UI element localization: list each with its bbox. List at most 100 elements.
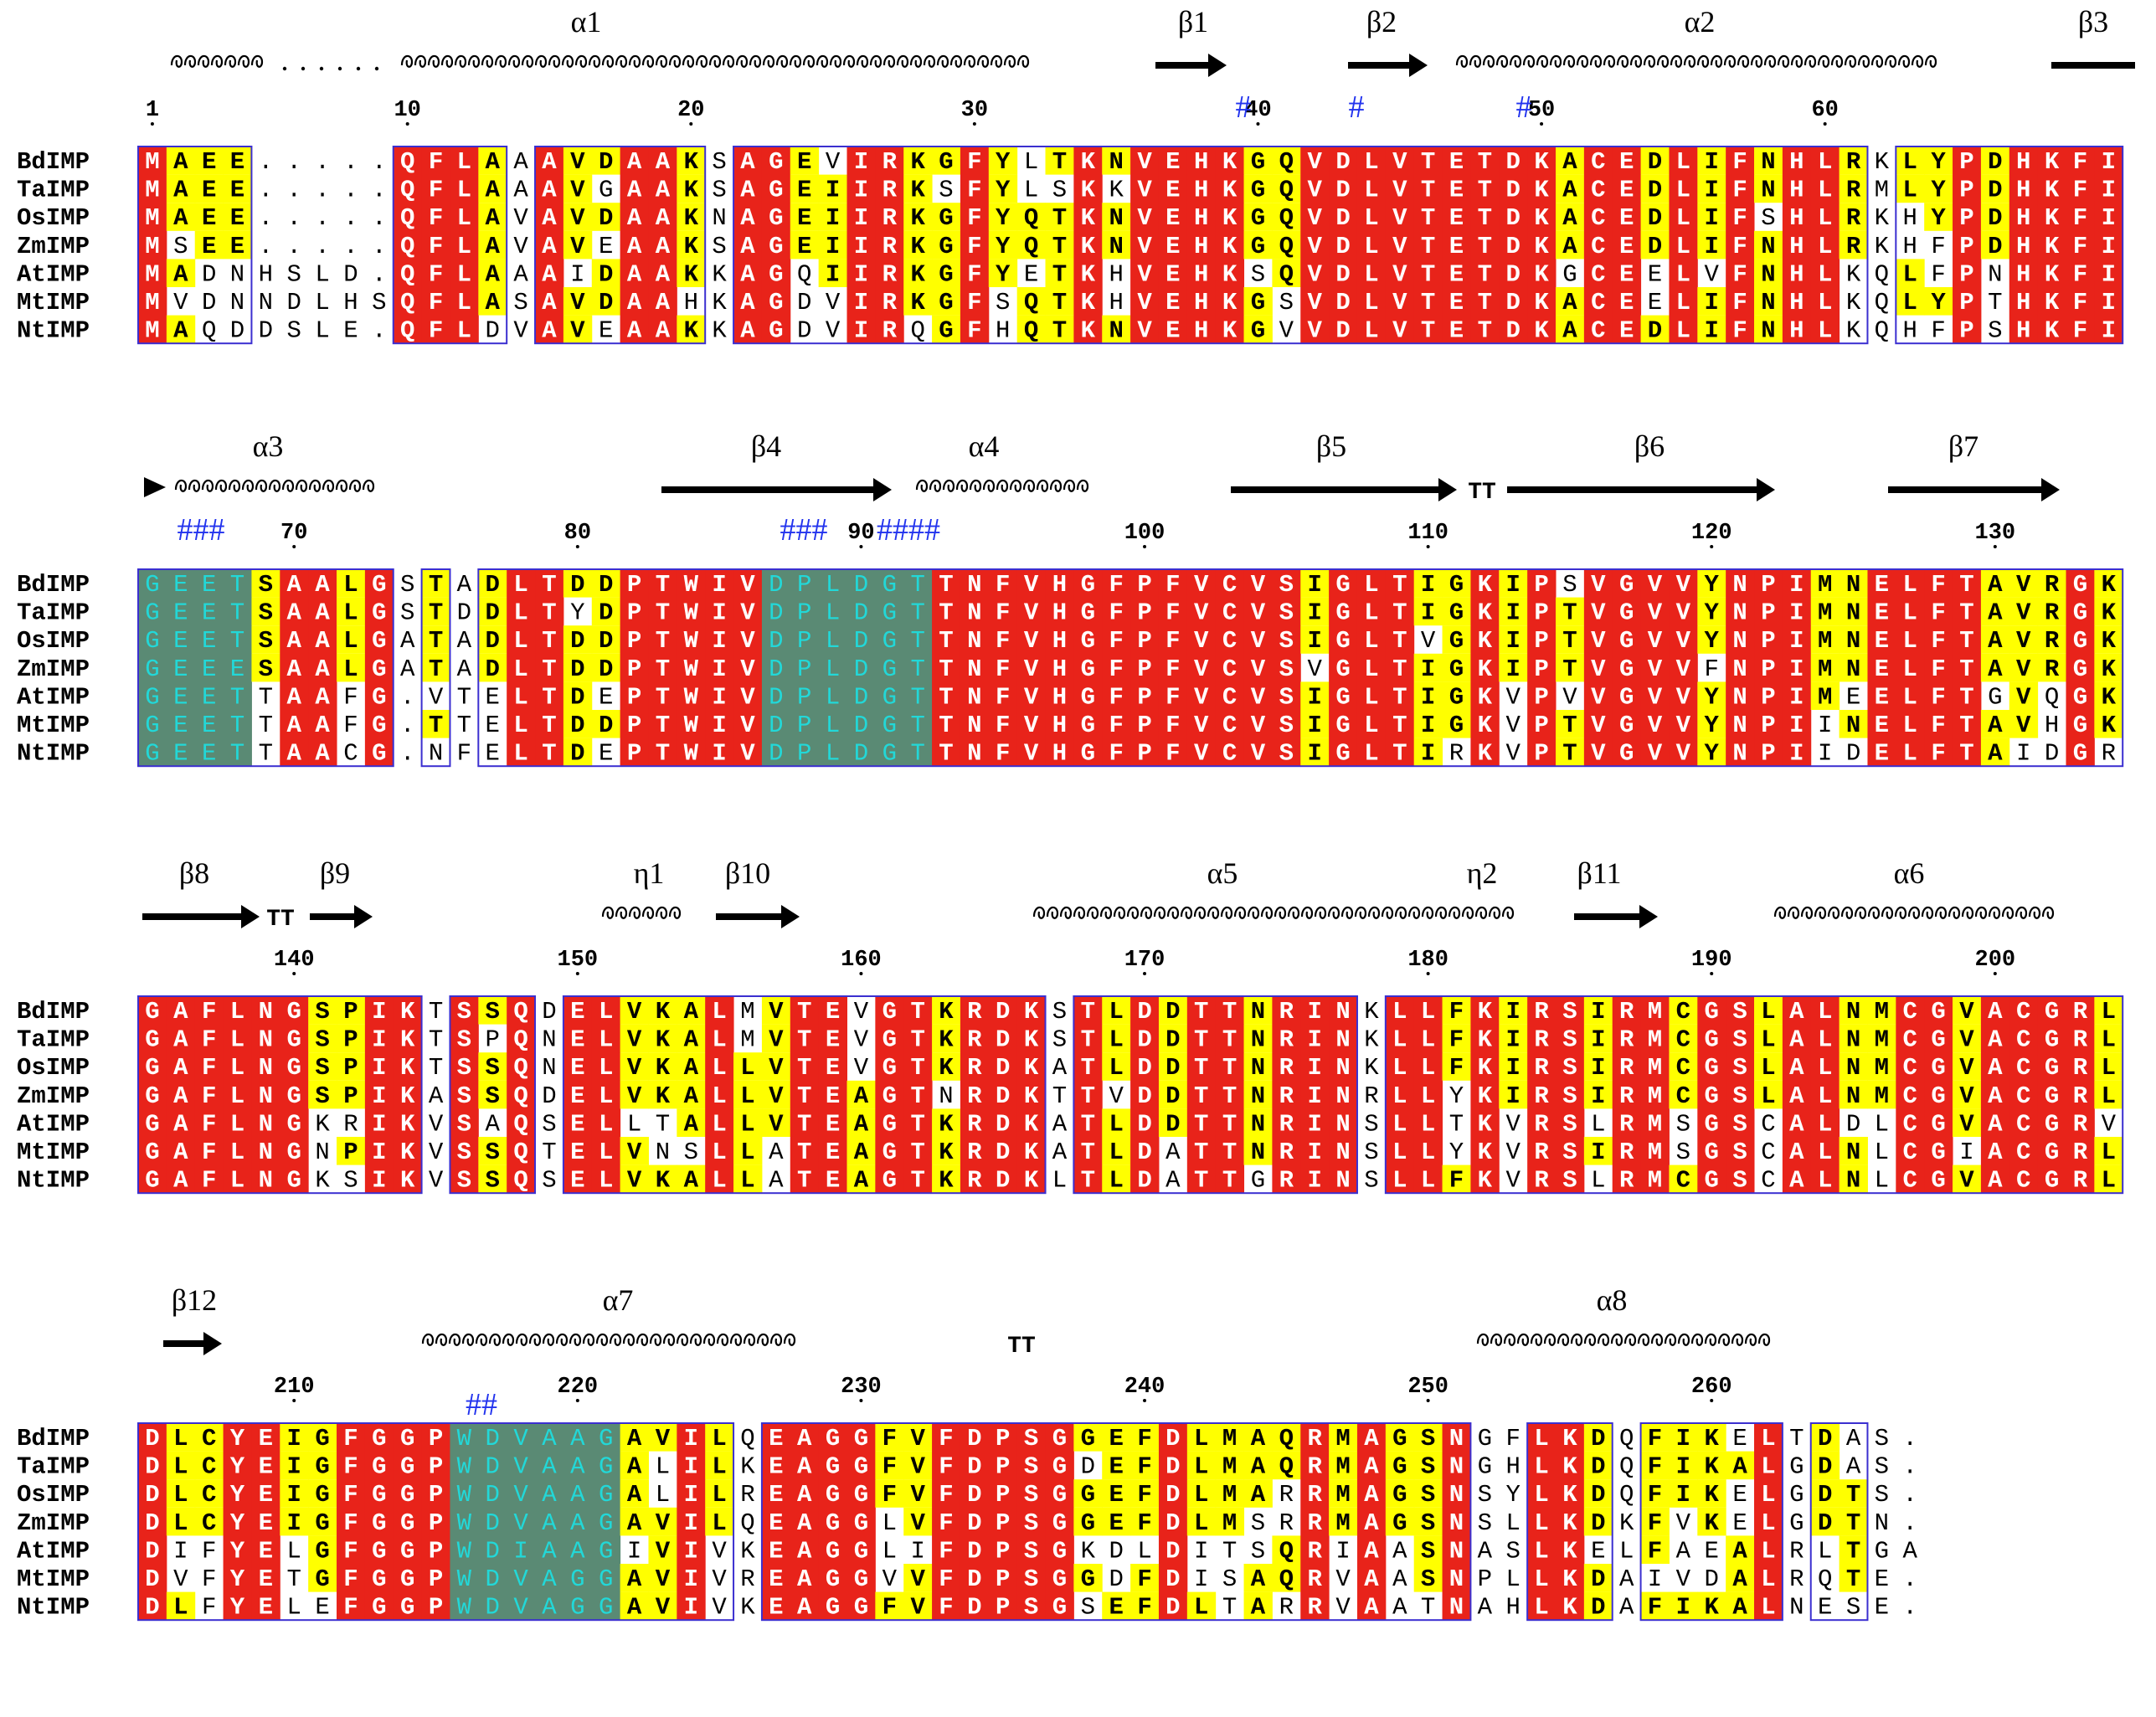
residue: . [1903,1594,1917,1622]
similar-cell [478,653,507,682]
residue: L [1818,289,1832,316]
residue: D [486,627,500,655]
residue: G [882,1082,897,1110]
residue: E [1875,683,1889,711]
residue: E [202,599,216,627]
alignment-block-2: BdIMPTaIMPOsIMPZmIMPAtIMPMtIMPNtIMPGGGGG… [17,521,2124,768]
residue: F [939,1425,953,1452]
residue: G [1251,148,1265,176]
residue: G [315,1565,329,1593]
residue: D [1648,177,1662,204]
residue-number: 110 [1407,521,1448,546]
residue: C [1591,204,1605,232]
residue: A [315,571,330,599]
residue: L [1761,1594,1775,1622]
residue: T [457,712,471,739]
identical-column [1612,147,1642,344]
residue: V [826,289,841,316]
residue: T [1959,599,1973,627]
similar-cell [194,174,224,203]
residue: S [712,177,726,204]
residue: A [1364,1509,1379,1537]
residue: F [1732,148,1747,176]
residue: R [2073,998,2088,1026]
residue: V [1676,627,1691,655]
residue: A [1789,1167,1804,1195]
residue: F [1648,1509,1662,1537]
residue: T [910,1054,924,1082]
residue: Y [1449,1139,1464,1166]
residue: D [769,740,783,768]
residue: S [315,998,329,1026]
residue: I [372,1167,386,1195]
residue: V [910,1425,925,1452]
residue: D [1165,1425,1180,1452]
identical-column [1470,147,1500,344]
similar-cell [1839,653,1868,682]
residue: T [910,1139,924,1166]
helix-glyph [601,906,682,919]
strand-arrowhead [1639,905,1658,928]
residue: Q [1279,1425,1294,1452]
residue: P [429,1594,443,1622]
identical-column [1896,569,1925,767]
residue: G [1335,712,1350,739]
residue: I [1591,998,1605,1026]
residue: A [656,317,671,345]
residue: N [967,712,981,739]
similar-cell [1442,625,1471,654]
similar-cell [251,625,280,654]
residue: G [372,740,386,768]
residue-number: 150 [558,948,599,973]
identical-column [932,569,961,767]
residue: T [1081,1082,1095,1110]
similar-cell [1442,597,1471,626]
residue: A [542,204,557,232]
residue: G [400,1481,414,1509]
residue: P [627,599,641,627]
similar-cell [1556,710,1585,738]
residue: G [1619,571,1634,599]
residue: A [173,260,188,288]
residue: Q [1024,204,1038,232]
residue: T [1222,1537,1237,1565]
residue: K [1478,655,1493,683]
residue: F [882,1481,897,1509]
similar-cell [1243,230,1273,260]
residue: F [202,1082,216,1110]
similar-cell [591,203,621,231]
residue: K [1081,204,1096,232]
residue-number: 130 [1975,521,2016,546]
residue: T [656,740,670,768]
residue: R [1846,233,1861,260]
residue: T [1222,1167,1237,1195]
residue: F [202,1167,216,1195]
residue: T [656,1110,670,1138]
residue: D [1165,1594,1180,1622]
similar-cell [1442,710,1471,738]
residue: D [343,260,358,288]
similar-cell [1839,569,1868,598]
residue: . [1903,1453,1917,1481]
residue: I [1421,712,1435,739]
residue: Q [513,1082,527,1110]
residue: F [1137,1509,1151,1537]
residue: N [1875,1509,1889,1537]
residue: G [826,1425,840,1452]
similar-cell [337,597,366,626]
residue: V [1335,1565,1351,1593]
residue: S [712,148,726,176]
residue: G [400,1453,414,1481]
ss-label: β12 [172,1283,217,1317]
residue: S [1279,289,1294,316]
residue: G [1081,627,1095,655]
residue: G [315,1537,329,1565]
residue: T [1562,655,1577,683]
residue: G [400,1509,414,1537]
identical-column [761,147,791,344]
residue: K [1024,998,1039,1026]
residue: L [1364,260,1378,288]
residue: . [1903,1425,1917,1452]
residue: A [1789,1139,1804,1166]
residue: K [656,1054,671,1082]
